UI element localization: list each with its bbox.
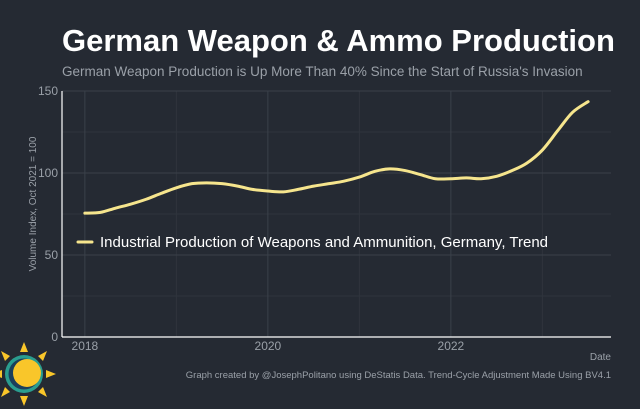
chart-subtitle: German Weapon Production is Up More Than… (62, 64, 583, 79)
y-axis: 0 50 100 150 (38, 84, 63, 344)
y-tick-label: 150 (38, 84, 58, 98)
caption: Graph created by @JosephPolitano using D… (186, 370, 611, 381)
sun-core (13, 359, 41, 387)
sun-rays (0, 342, 56, 406)
series-group (83, 100, 590, 215)
chart-title: German Weapon & Ammo Production (62, 23, 615, 58)
y-axis-label: Volume Index, Oct 2021 = 100 (28, 136, 39, 271)
legend: Industrial Production of Weapons and Amm… (76, 234, 548, 251)
x-tick-label: 2018 (72, 339, 99, 353)
x-axis: 2018 2020 2022 (62, 336, 611, 353)
y-tick-label: 100 (38, 166, 58, 180)
x-axis-label: Date (590, 352, 612, 363)
series-line-0 (83, 100, 590, 215)
sun-logo (0, 342, 56, 406)
x-tick-label: 2022 (438, 339, 465, 353)
x-tick-label: 2020 (255, 339, 282, 353)
y-tick-label: 50 (45, 248, 59, 262)
y-tick-label: 0 (51, 330, 58, 344)
legend-label: Industrial Production of Weapons and Amm… (100, 234, 548, 251)
